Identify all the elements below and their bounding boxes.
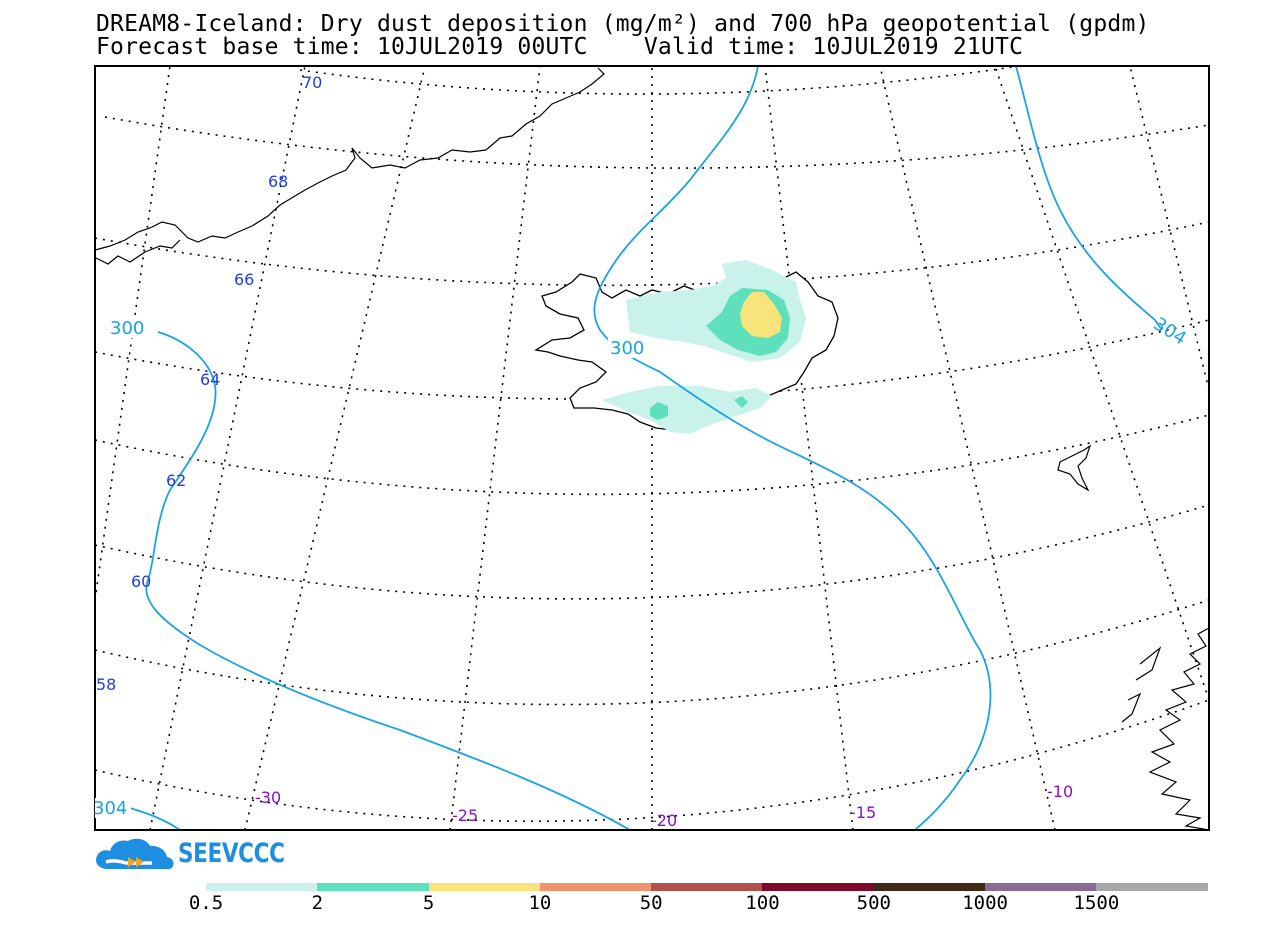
colorbar-label: 10 (528, 892, 552, 914)
map-frame (94, 65, 1210, 831)
colorbar-label: 100 (745, 892, 780, 914)
latitude-gridlines (95, 66, 1209, 822)
colorbar-segment (873, 883, 986, 891)
colorbar-label: 2 (311, 892, 324, 914)
colorbar-label: 1500 (1073, 892, 1120, 914)
colorbar-segment (539, 883, 652, 891)
dust-deposition-shading (602, 260, 806, 434)
geopotential-contours (129, 66, 1163, 830)
colorbar-segment (762, 883, 874, 891)
lat-label-70: 70 (302, 73, 322, 92)
colorbar-segment (317, 883, 429, 891)
contour-label-300-center: 300 (610, 338, 644, 359)
logo-text: SEEVCCC (178, 838, 285, 869)
greenland-coastline (95, 67, 605, 265)
lat-label-58: 58 (96, 675, 116, 694)
seevccc-logo: SEEVCCC (94, 836, 304, 872)
contour-label-304-south: 304 (93, 798, 127, 819)
colorbar-segment (651, 883, 763, 891)
norway-coastline (1121, 627, 1209, 830)
colorbar-label: 5 (422, 892, 435, 914)
cloud-icon (96, 838, 174, 869)
lon-label-minus30: -30 (255, 788, 281, 807)
lon-label-minus20: -20 (651, 811, 677, 830)
colorbar-segment (206, 883, 318, 891)
colorbar-segment (428, 883, 540, 891)
lat-label-62: 62 (166, 471, 186, 490)
contour-label-304-east: 304 (1150, 313, 1190, 349)
colorbar-segment (1096, 883, 1208, 891)
colorbar (206, 883, 1208, 891)
lat-label-64: 64 (200, 370, 220, 389)
faroe-islands (1057, 444, 1092, 492)
map-title: DREAM8-Iceland: Dry dust deposition (mg/… (96, 11, 1150, 37)
longitude-gridlines (95, 66, 1209, 830)
lat-label-68: 68 (268, 172, 288, 191)
colorbar-label: 1000 (962, 892, 1008, 914)
colorbar-label: 500 (856, 892, 891, 914)
lat-label-66: 66 (234, 270, 254, 289)
lon-label-minus15: -15 (850, 803, 876, 822)
map-subtitle-times: Forecast base time: 10JUL2019 00UTC Vali… (96, 34, 1024, 60)
lat-label-60: 60 (131, 572, 151, 591)
contour-label-300-west: 300 (110, 318, 144, 339)
colorbar-label: 0.5 (188, 892, 224, 914)
colorbar-label: 50 (639, 892, 663, 914)
lon-label-minus10: -10 (1047, 782, 1073, 801)
colorbar-segment (985, 883, 1097, 891)
lon-label-minus25: -25 (452, 806, 478, 825)
